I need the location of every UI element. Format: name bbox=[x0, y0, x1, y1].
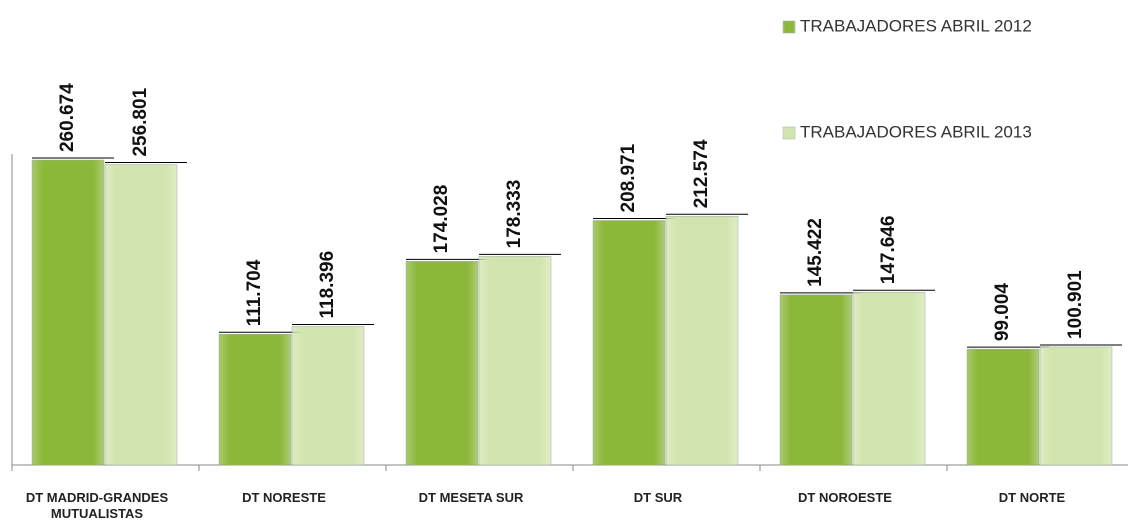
bar bbox=[104, 164, 178, 466]
x-tick-label: DT SUR bbox=[633, 490, 683, 505]
x-tick-label: DT NORESTE bbox=[242, 490, 326, 505]
legend-label: TRABAJADORES ABRIL 2013 bbox=[800, 122, 1032, 141]
value-label: 212.574 bbox=[691, 139, 712, 208]
value-label: 145.422 bbox=[805, 218, 826, 287]
x-tick-label: DT MESETA SUR bbox=[418, 490, 524, 505]
x-tick-label: DT NORTE bbox=[998, 490, 1066, 505]
bar bbox=[1039, 346, 1113, 466]
bar bbox=[478, 256, 552, 466]
bar bbox=[291, 326, 365, 466]
x-tick-label: DT NOROESTE bbox=[798, 490, 892, 505]
bar bbox=[779, 294, 853, 466]
bar bbox=[218, 334, 292, 466]
bar bbox=[31, 159, 105, 466]
value-label: 178.333 bbox=[504, 180, 525, 249]
bar bbox=[405, 261, 479, 466]
value-label: 174.028 bbox=[431, 185, 452, 254]
bar bbox=[966, 348, 1040, 466]
bar bbox=[852, 292, 926, 466]
value-label: 260.674 bbox=[57, 83, 78, 152]
legend-swatch bbox=[782, 20, 796, 34]
legend-label: TRABAJADORES ABRIL 2012 bbox=[800, 16, 1032, 35]
x-tick-label: DT MADRID-GRANDES MUTUALISTAS bbox=[25, 490, 169, 521]
value-label: 111.704 bbox=[244, 259, 265, 326]
value-label: 256.801 bbox=[130, 87, 151, 156]
bar bbox=[665, 216, 739, 466]
value-label: 208.971 bbox=[618, 143, 639, 212]
legend-swatch bbox=[782, 126, 796, 140]
value-label: 118.396 bbox=[317, 251, 338, 319]
value-label: 100.901 bbox=[1065, 270, 1086, 339]
bar bbox=[592, 220, 666, 466]
value-label: 99.004 bbox=[992, 283, 1013, 342]
value-label: 147.646 bbox=[878, 216, 899, 285]
